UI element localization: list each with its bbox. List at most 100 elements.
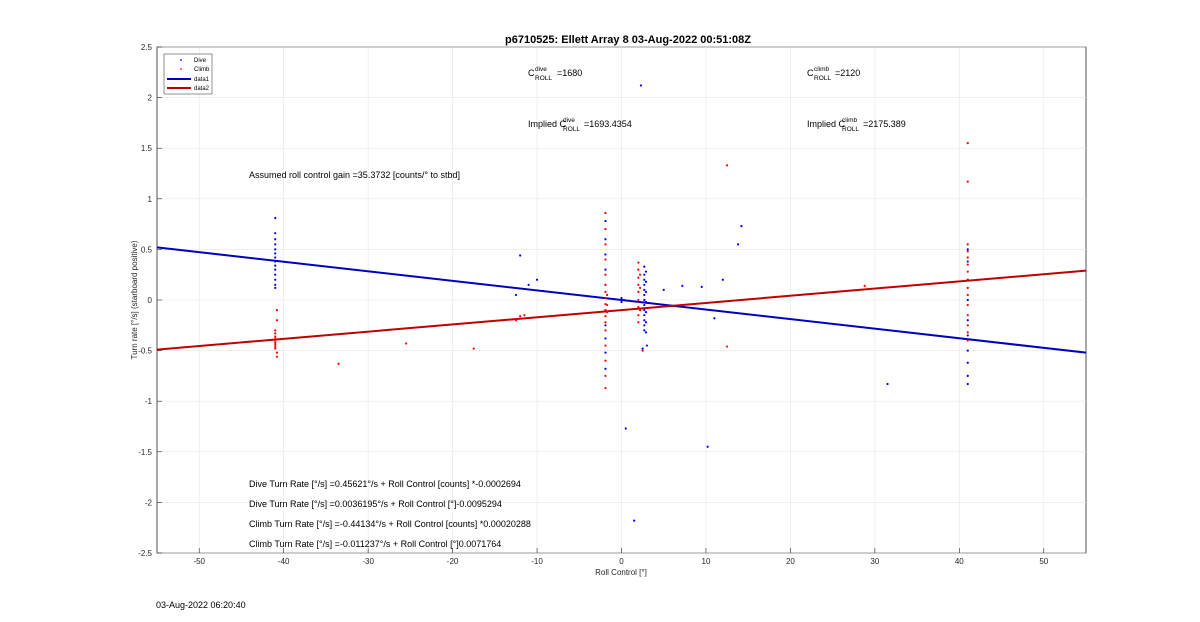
dive-point	[966, 361, 969, 364]
x-tick-label: -50	[193, 557, 205, 566]
implied-dive-value: =1693.4354	[584, 119, 632, 129]
dive-point	[643, 265, 646, 268]
climb-point	[966, 278, 969, 281]
dive-point	[643, 329, 646, 332]
dive-point	[620, 300, 623, 304]
implied-dive-sub: ROLL	[563, 126, 580, 133]
dive-point	[644, 280, 648, 283]
climb-point	[637, 305, 640, 309]
y-tick-label: 2	[148, 94, 153, 103]
climb-point	[966, 331, 969, 334]
climb-point	[966, 142, 969, 145]
dive-point	[274, 273, 277, 276]
legend-label-data2: data2	[194, 86, 210, 92]
climb-point	[863, 284, 866, 287]
climb-point	[604, 321, 607, 324]
dive-point	[274, 243, 277, 246]
dive-point	[643, 319, 646, 322]
x-tick-label: 50	[1039, 557, 1048, 566]
dive-point	[274, 248, 277, 251]
fit-equation-climb-degrees: Climb Turn Rate [°/s] =-0.011237°/s + Ro…	[249, 539, 501, 549]
climb-point	[638, 286, 642, 289]
climb-point	[966, 256, 969, 259]
y-tick-label: 1	[148, 195, 153, 204]
climb-point	[637, 283, 640, 286]
c-dive-value: =1680	[557, 68, 582, 78]
dive-point	[721, 278, 724, 281]
climb-point	[637, 268, 640, 271]
dive-point	[645, 344, 648, 347]
dive-point	[662, 288, 665, 291]
climb-point	[472, 347, 475, 350]
y-tick-label: 1.5	[141, 144, 153, 153]
dive-point	[624, 427, 627, 430]
climb-point	[966, 286, 969, 289]
legend: Dive Climb data1 data2	[163, 53, 213, 95]
dive-point	[966, 334, 969, 337]
dive-point	[639, 84, 643, 87]
dive-point	[620, 298, 623, 302]
climb-point	[604, 290, 607, 294]
dive-point	[644, 300, 648, 304]
climb-point	[637, 261, 640, 264]
data-points	[274, 84, 969, 522]
dive-point	[527, 283, 530, 286]
plot-area: -50 -40 -30 -20 -10 0 10 20 30 40 50-2.5-2-1.5-1-0…	[138, 43, 1087, 566]
timestamp-footer: 03-Aug-2022 06:20:40	[156, 600, 246, 610]
climb-point	[604, 302, 607, 306]
climb-point	[604, 283, 607, 286]
dive-point	[706, 445, 709, 448]
climb-point	[606, 311, 609, 314]
dive-point	[274, 256, 277, 259]
dive-point	[643, 324, 646, 327]
dive-point	[274, 238, 277, 241]
dive-point	[643, 273, 646, 276]
annotation-implied-climb: Implied C climb ROLL =2175.389	[807, 117, 906, 133]
x-tick-label: 10	[702, 557, 711, 566]
dive-point	[643, 303, 646, 307]
dive-point	[643, 288, 646, 291]
climb-point	[604, 296, 607, 300]
climb-point	[274, 341, 277, 344]
dive-point	[274, 252, 277, 255]
implied-dive-sup: dive	[563, 117, 575, 124]
climb-point	[641, 349, 644, 352]
c-dive-sup: dive	[535, 66, 547, 73]
dive-point	[644, 311, 648, 314]
dive-point	[604, 324, 607, 327]
climb-point	[275, 309, 279, 312]
legend-marker-climb	[180, 68, 182, 70]
climb-point	[604, 329, 607, 332]
climb-point	[274, 345, 277, 348]
dive-point	[274, 260, 277, 263]
dive-point	[519, 254, 522, 257]
climb-point	[604, 243, 607, 246]
dive-point	[514, 293, 518, 297]
dive-point	[604, 253, 607, 256]
c-dive-letter: C	[528, 68, 535, 78]
y-tick-label: 0	[148, 296, 153, 305]
dive-point	[713, 317, 716, 320]
dive-point	[643, 309, 646, 312]
climb-point	[604, 309, 607, 312]
x-tick-label: -30	[362, 557, 374, 566]
climb-point	[275, 355, 279, 358]
x-tick-label: 40	[955, 557, 964, 566]
x-axis-label: Roll Control [°]	[595, 568, 647, 577]
dive-point	[274, 278, 277, 281]
dive-point	[274, 268, 277, 271]
c-climb-sup: climb	[814, 66, 830, 73]
climb-point	[604, 258, 607, 261]
climb-point	[274, 329, 277, 332]
implied-climb-value: =2175.389	[863, 119, 906, 129]
climb-point	[405, 342, 408, 345]
climb-point	[637, 298, 640, 302]
dive-point	[535, 278, 539, 281]
x-tick-label: -10	[531, 557, 543, 566]
climb-point	[604, 374, 607, 377]
dive-point	[966, 248, 969, 251]
implied-climb-sub: ROLL	[842, 126, 859, 133]
climb-point	[514, 319, 518, 322]
y-tick-label: 2.5	[141, 43, 153, 52]
implied-climb-prefix: Implied C	[807, 119, 846, 129]
